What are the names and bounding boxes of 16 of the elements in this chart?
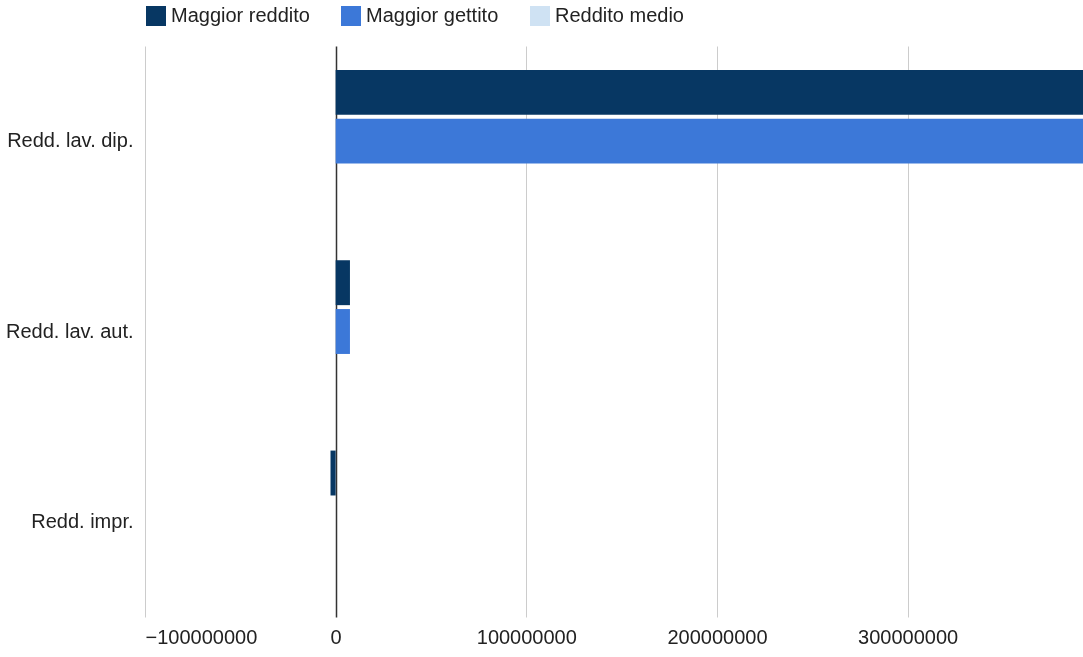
bar	[335, 260, 350, 306]
x-tick-label: 0	[330, 625, 342, 648]
y-tick-label: Redd. lav. dip.	[7, 129, 134, 152]
bar	[335, 309, 350, 354]
x-tick-label: −100000000	[145, 625, 258, 648]
legend-label: Reddito medio	[555, 4, 684, 26]
x-tick-label: 100000000	[476, 625, 577, 648]
bar	[330, 450, 336, 496]
x-tick-label: 300000000	[858, 625, 959, 648]
legend-label: Maggior gettito	[366, 4, 499, 26]
y-tick-label: Redd. impr.	[31, 509, 134, 532]
x-tick-label: 200000000	[667, 625, 768, 648]
bar	[335, 69, 1083, 115]
y-tick-label: Redd. lav. aut.	[6, 319, 134, 342]
legend-label: Maggior reddito	[171, 4, 310, 26]
bar	[335, 118, 1083, 164]
